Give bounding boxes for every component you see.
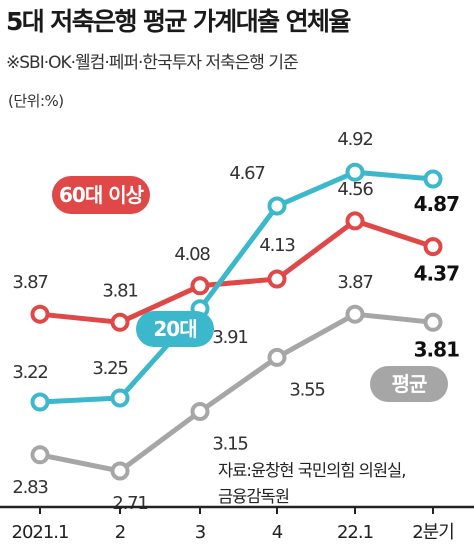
legend-label-average: 평균 [392,372,427,396]
legend-badge-bg-average [370,366,448,402]
data-label-senior-2: 3.81 [102,280,137,301]
data-point-twenties-1 [30,392,50,412]
data-point-average-5 [345,304,365,324]
data-label-senior-6: 4.37 [414,262,459,286]
source-note: 자료:윤창현 국민의힘 의원실, 금융감독원 [218,458,406,510]
legend-badge-twenties: 20대 [136,311,214,347]
data-label-twenties-5: 4.92 [337,129,372,150]
data-label-twenties-1: 3.22 [12,362,47,383]
data-label-senior-5: 4.56 [337,179,373,200]
data-labels-senior: 3.87 3.81 4.08 4.13 4.56 4.37 [12,179,460,301]
series-line-twenties [37,169,436,405]
data-label-average-5: 3.87 [337,272,372,293]
x-tick-label-1: 2021.1 [12,522,69,543]
series-layer: 2.83 2.71 3.15 3.55 3.87 3.81 3.87 3.81 4.08 4.13… [12,129,460,514]
data-point-senior-4 [267,269,287,289]
source-line-1: 자료:윤창현 국민의힘 의원실, [218,461,406,480]
data-point-senior-2 [110,312,130,332]
data-point-average-3 [190,402,210,421]
x-tick-label-5: 22.1 [337,522,373,543]
data-label-average-3: 3.15 [212,434,247,455]
data-point-twenties-4 [267,196,287,216]
data-labels-twenties: 3.22 3.25 3.91 4.67 4.92 4.87 [12,129,460,383]
data-point-twenties-2 [110,388,130,408]
data-point-average-2 [110,461,130,481]
x-tick-label-4: 4 [272,522,283,543]
data-label-average-2: 2.71 [112,493,147,514]
data-label-senior-3: 4.08 [174,244,210,265]
data-point-senior-3 [190,276,210,296]
x-tick-label-2: 2 [115,522,125,543]
series-twenties [30,162,443,412]
data-point-senior-5 [345,211,365,231]
legend-badge-average: 평균 [370,366,448,402]
data-point-twenties-6 [423,169,443,189]
x-tick-label-6: 2분기 [412,522,454,543]
legend-label-twenties: 20대 [153,317,196,341]
legend-label-senior: 60대 이상 [59,183,145,207]
data-label-twenties-6: 4.87 [414,192,459,216]
chart-subtitle: ※SBI·OK·웰컴·페퍼·한국투자 저축은행 기준 [6,53,299,73]
series-line-senior [37,218,436,325]
x-axis: 2021.1 2 3 4 22.1 2분기 [0,505,474,543]
legend-badge-bg-twenties [136,311,214,347]
data-point-average-6 [423,312,443,332]
data-point-average-1 [30,445,50,465]
unit-label: (단위:%) [8,92,64,110]
data-label-average-6: 3.81 [414,337,459,361]
source-line-2: 금융감독원 [218,487,290,506]
data-label-senior-1: 3.87 [12,272,47,293]
series-line-average [37,311,436,474]
chart-title: 5대 저축은행 평균 가계대출 연체율 [6,7,351,36]
legend-badge-bg-senior [52,176,150,214]
legend-badge-senior: 60대 이상 [52,176,150,214]
data-label-average-1: 2.83 [12,477,48,498]
x-tick-label-3: 3 [195,522,206,543]
series-average [30,304,443,481]
data-label-average-4: 3.55 [289,379,324,400]
data-label-twenties-2: 3.25 [92,358,127,379]
data-point-senior-1 [30,304,50,324]
data-label-senior-4: 4.13 [259,235,295,256]
data-labels-average: 2.83 2.71 3.15 3.55 3.87 3.81 [12,272,460,514]
series-senior [30,211,443,332]
data-label-twenties-4: 4.67 [229,163,264,184]
data-label-twenties-3: 3.91 [212,327,247,348]
data-point-average-4 [267,347,287,367]
data-point-twenties-5 [345,162,365,182]
data-point-senior-6 [423,237,443,257]
